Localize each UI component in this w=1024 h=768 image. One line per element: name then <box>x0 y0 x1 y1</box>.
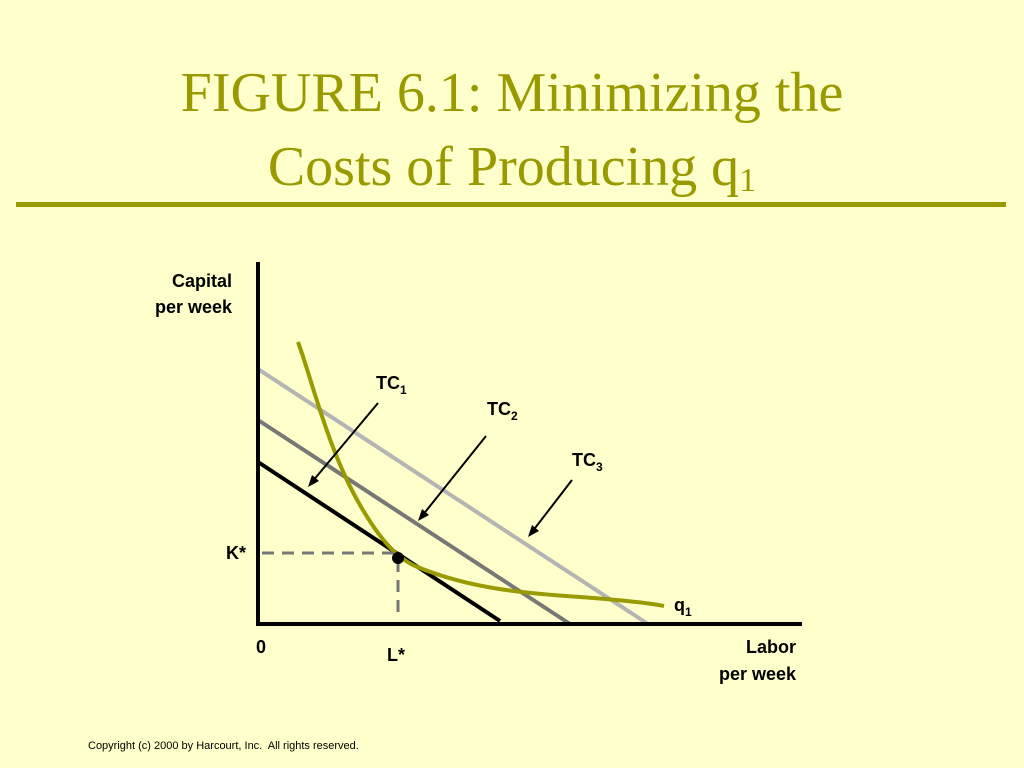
tc1-line <box>256 460 502 623</box>
tc3-pointer-arrow <box>528 479 573 537</box>
tc3-label-subscript: 3 <box>596 460 603 474</box>
y-axis-label-line-2: per week <box>155 297 233 317</box>
isoquant-q1-curve <box>296 341 665 608</box>
tc2-pointer-arrow <box>418 435 487 521</box>
x-axis-label-line-2: per week <box>719 664 797 684</box>
l-star-label: L* <box>387 645 405 665</box>
origin-label: 0 <box>256 637 266 657</box>
x-axis-label-line-1: Labor <box>746 637 796 657</box>
tc2-label-subscript: 2 <box>511 409 518 423</box>
copyright-notice: Copyright (c) 2000 by Harcourt, Inc. All… <box>88 740 359 752</box>
y-axis-label-line-1: Capital <box>172 271 232 291</box>
tc1-pointer-arrow <box>308 402 379 487</box>
tc2-label-text: TC <box>487 399 511 419</box>
title-line-2: Costs of Producing q <box>267 136 740 198</box>
title-subscript: 1 <box>739 162 757 199</box>
q1-label: q1 <box>674 595 692 619</box>
tc3-label: TC3 <box>572 450 603 474</box>
title-rule <box>16 202 1006 207</box>
tc3-line <box>256 367 650 626</box>
tc1-label-text: TC <box>376 373 400 393</box>
tc3-label-text: TC <box>572 450 596 470</box>
tc1-label-subscript: 1 <box>400 383 407 397</box>
tangency-point <box>392 552 404 564</box>
q1-label-text: q <box>674 595 685 615</box>
tc1-label: TC1 <box>376 373 407 397</box>
title-line-1: FIGURE 6.1: Minimizing the <box>180 62 844 124</box>
q1-label-subscript: 1 <box>685 605 692 619</box>
k-star-label: K* <box>226 543 246 563</box>
slide-title: FIGURE 6.1: Minimizing the Costs of Prod… <box>0 56 1024 204</box>
tc2-label: TC2 <box>487 399 518 423</box>
